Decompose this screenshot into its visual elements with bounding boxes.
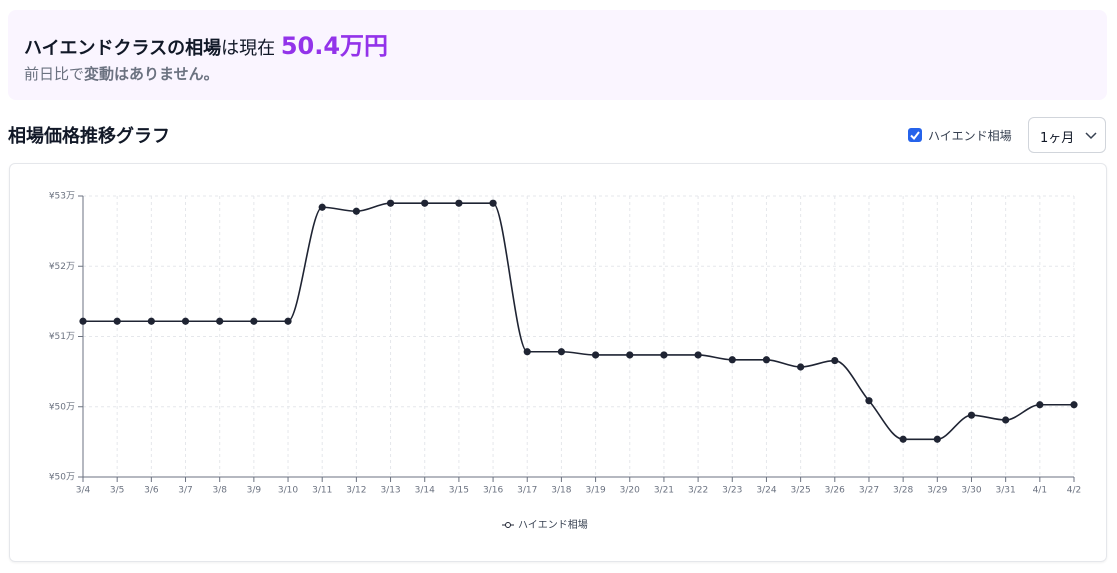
x-tick-label: 3/16 [483,486,503,496]
point [933,435,941,443]
point [967,411,976,419]
x-tick-label: 3/12 [346,486,366,496]
x-tick-label: 3/31 [996,486,1016,496]
checkbox[interactable] [908,128,922,142]
x-tick-label: 3/24 [756,486,776,496]
x-tick-label: 3/28 [893,486,913,496]
x-tick-label: 3/22 [688,486,708,496]
x-tick-label: 3/26 [825,486,845,496]
legend-label: ハイエンド相場 [518,518,588,531]
x-tick-label: 3/11 [312,486,332,496]
x-tick-label: 3/8 [212,486,227,496]
point [216,317,224,325]
x-tick-label: 4/2 [1067,486,1081,496]
x-tick-label: 3/17 [517,486,537,496]
period-value: 1ヶ月 [1040,131,1075,146]
x-tick-label: 3/15 [449,486,469,496]
point [1070,401,1078,409]
x-tick-label: 3/6 [144,486,159,496]
x-tick-label: 3/25 [791,486,811,496]
point [318,203,326,211]
summary-box: ハイエンドクラスの相場は現在 50.4万円 前日比で変動はありません。 [8,10,1107,100]
segment-name: ハイエンドクラスの相場 [24,38,222,59]
x-tick-label: 3/14 [415,486,435,496]
x-tick-label: 3/21 [654,486,674,496]
point [1036,401,1044,409]
x-tick-label: 3/19 [585,486,605,496]
text: は現在 [221,38,276,59]
point [284,317,292,325]
summary-title: ハイエンドクラスの相場は現在 50.4万円 [24,26,388,61]
line [83,202,1074,441]
point [557,348,566,356]
x-tick-label: 3/20 [620,486,640,496]
checkbox-label[interactable]: ハイエンド相場 [928,129,1012,143]
point [147,317,155,325]
point [865,397,873,405]
y-tick-label: ¥53万 [49,192,75,202]
point [455,199,463,207]
point [1002,416,1010,424]
x-tick-label: 3/29 [927,486,947,496]
x-tick-label: 3/13 [380,486,400,496]
x-tick-label: 3/9 [247,486,262,496]
current-price: 50.4万円 [280,32,389,60]
point [797,363,805,371]
x-tick-label: 3/18 [551,486,571,496]
point [523,348,531,356]
x-tick-label: 3/27 [859,486,879,496]
x-tick-label: 4/1 [1033,486,1047,496]
chevron [1085,132,1097,140]
y-tick-label: ¥52万 [49,262,75,272]
check-icon [910,131,920,141]
point [831,356,839,365]
y-tick-label: ¥51万 [49,332,75,342]
point [899,435,907,443]
chart: ¥50万 ¥50万 ¥51万 ¥52万 ¥53万 3/4 3/5 3/6 3/7 3/8 3/9 3/… [49,192,1081,532]
x-tick-label: 3/7 [178,486,192,496]
point [421,199,429,207]
y-tick-label: ¥50万 [49,402,75,412]
point [250,317,258,325]
x-tick-label: 3/5 [110,486,124,496]
x-tick-label: 3/4 [76,486,91,496]
point [181,317,190,325]
summary-change: 前日比で変動はありません。 [24,63,219,84]
x-tick-label: 3/23 [722,486,742,496]
point [489,199,497,207]
x-tick-label: 3/30 [961,486,981,496]
period-select[interactable]: 1ヶ月 [1028,117,1106,153]
point [694,351,702,359]
x-tick-label: 3/10 [278,486,298,496]
point [728,356,736,364]
point [626,351,634,359]
change-status: 変動はありません。 [84,65,219,83]
section-title: 相場価格推移グラフ [8,126,170,147]
legend-icon [505,522,511,528]
y-tick-label: ¥50万 [49,473,75,483]
point [79,317,87,325]
point [352,207,360,215]
point [591,351,600,359]
text: 前日比で [24,65,85,83]
point [762,356,771,364]
point [386,199,395,207]
point [660,351,668,359]
chart-card: ¥50万 ¥50万 ¥51万 ¥52万 ¥53万 3/4 3/5 3/6 3/7 3/8 3/9 3/… [9,163,1107,562]
point [113,317,121,325]
